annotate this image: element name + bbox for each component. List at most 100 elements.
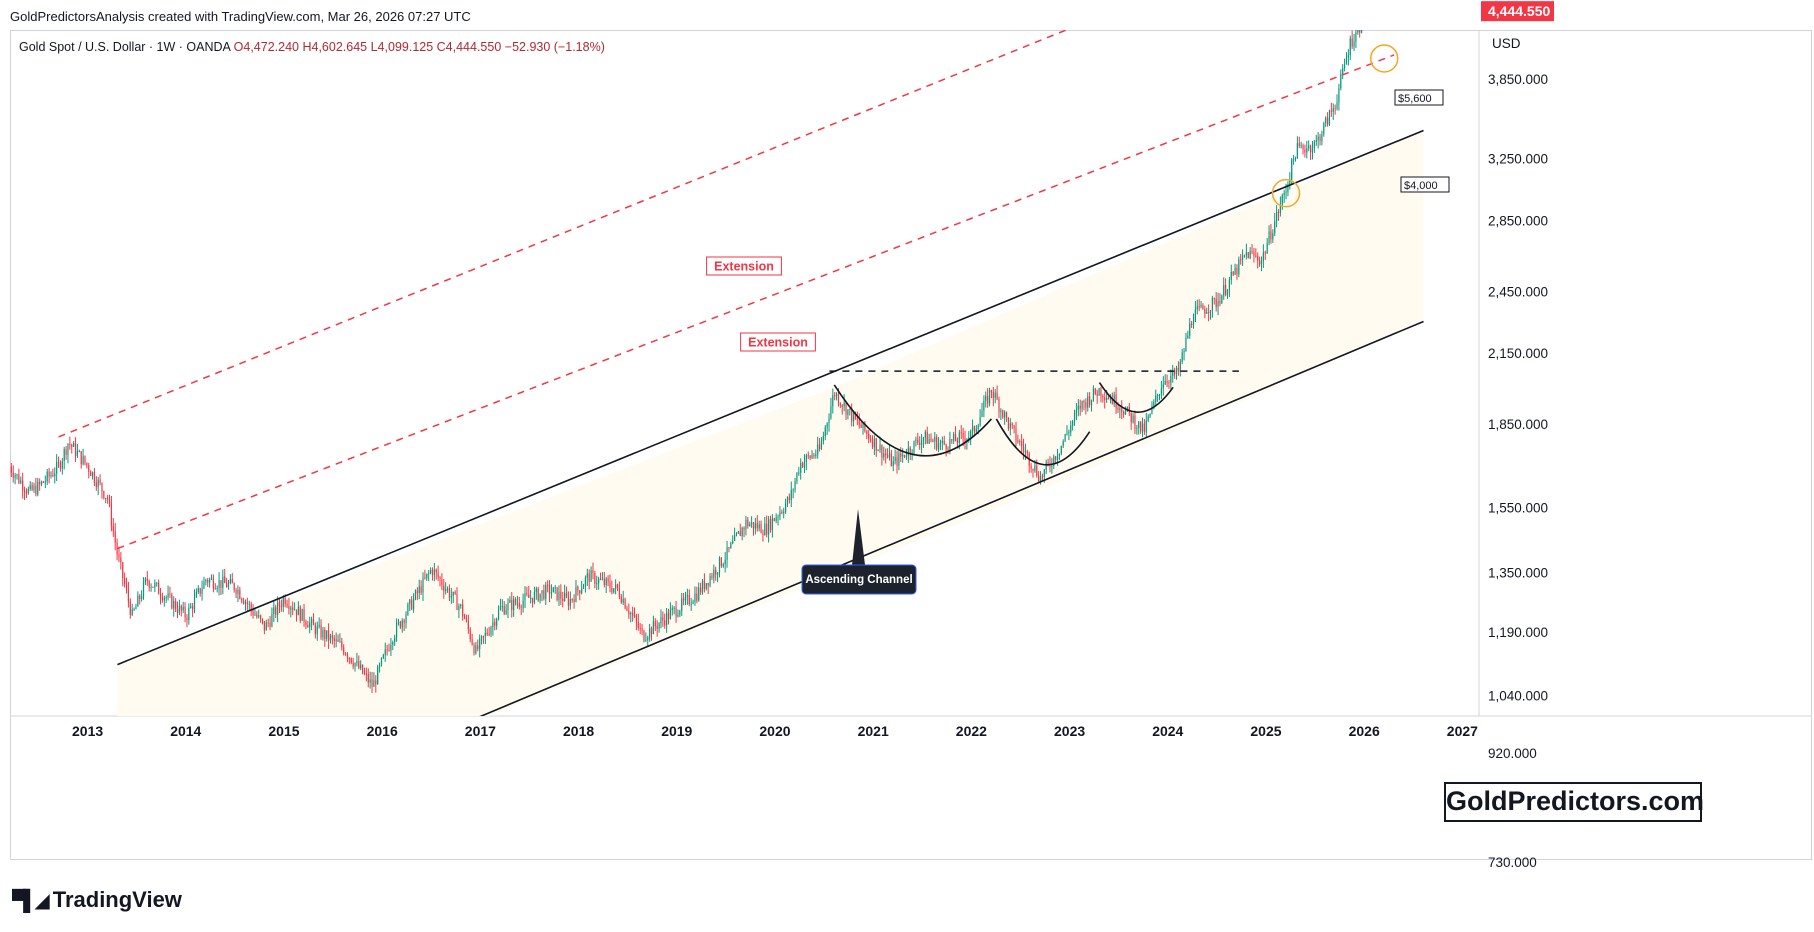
- candle-body: [1259, 260, 1261, 265]
- candle-body: [599, 578, 602, 580]
- breakout-circle: [1271, 178, 1301, 208]
- candle-body: [626, 608, 628, 611]
- candle-body: [794, 481, 796, 490]
- tradingview-logo[interactable]: ▀▌◢ TradingView: [12, 887, 182, 913]
- candle-body: [184, 606, 186, 618]
- symbol-info-line[interactable]: Gold Spot / U.S. Dollar · 1W · OANDA O4,…: [19, 40, 605, 54]
- candle-body: [428, 572, 430, 574]
- candle-body: [146, 578, 148, 581]
- candle-body: [252, 609, 254, 615]
- time-axis-tick-label: 2024: [1152, 723, 1183, 739]
- ohlc-high: H4,602.645: [302, 40, 368, 54]
- candle-body: [888, 453, 891, 458]
- time-axis-tick-label: 2023: [1054, 723, 1085, 739]
- candle-body: [1351, 38, 1353, 47]
- candle-body: [142, 582, 145, 597]
- candle-body: [280, 606, 282, 608]
- candle-body: [975, 428, 977, 432]
- candle-body: [1202, 305, 1204, 310]
- candle-body: [902, 454, 904, 457]
- candle-body: [1317, 136, 1319, 141]
- candle-body: [777, 516, 779, 518]
- candle-body: [492, 621, 494, 628]
- symbol-name[interactable]: Gold Spot / U.S. Dollar · 1W · OANDA: [19, 40, 231, 54]
- candle-body: [1102, 396, 1104, 398]
- candle-body: [74, 443, 77, 457]
- candle-body: [1147, 416, 1149, 421]
- candle-body: [414, 590, 417, 599]
- candle-body: [709, 576, 711, 586]
- candle-body: [1302, 145, 1304, 150]
- candle-body: [743, 527, 745, 530]
- cup-arc-left: [833, 384, 993, 457]
- candle-body: [790, 489, 792, 501]
- candle-body: [482, 636, 485, 638]
- candle-body: [1211, 298, 1213, 311]
- candle-body: [486, 632, 488, 635]
- candle-body: [1072, 420, 1074, 426]
- candle-body: [869, 438, 872, 441]
- candle-body: [490, 627, 492, 635]
- candle-body: [903, 454, 906, 457]
- candle-body: [588, 573, 590, 582]
- candle-body: [945, 444, 947, 450]
- candle-body: [154, 583, 156, 588]
- price-axis-tick-label: 1,850.000: [1488, 417, 1548, 432]
- candle-body: [513, 599, 515, 611]
- candle-body: [550, 592, 553, 594]
- candle-body: [820, 441, 823, 449]
- candle-body: [346, 654, 349, 659]
- time-axis-tick-label: 2017: [465, 723, 496, 739]
- candle-body: [1355, 32, 1357, 42]
- candle-body: [671, 608, 673, 611]
- candle-body: [42, 481, 45, 483]
- candle-body: [977, 425, 979, 429]
- candle-body: [378, 664, 381, 667]
- candle-body: [694, 593, 696, 603]
- candle-body: [1036, 465, 1038, 476]
- candle-body: [1039, 476, 1042, 482]
- candle-body: [726, 547, 728, 560]
- candle-body: [1047, 462, 1049, 464]
- candle-body: [1262, 252, 1264, 261]
- candle-body: [260, 615, 262, 619]
- candle-body: [1253, 252, 1255, 256]
- currency-label[interactable]: USD: [1492, 36, 1521, 51]
- candle-body: [1283, 192, 1285, 196]
- candle-body: [953, 433, 955, 441]
- candle-body: [231, 579, 233, 584]
- candle-body: [292, 607, 294, 610]
- time-axis-tick-label: 2015: [268, 723, 299, 739]
- candle-body: [1359, 30, 1361, 33]
- candle-body: [1294, 158, 1297, 160]
- candle-body: [745, 519, 747, 530]
- candle-body: [369, 679, 371, 683]
- candle-body: [463, 616, 466, 619]
- candle-body: [258, 615, 260, 617]
- currency-box[interactable]: [1486, 33, 1530, 53]
- candle-body: [1209, 310, 1212, 313]
- candle-body: [937, 443, 940, 450]
- candle-body: [110, 503, 113, 526]
- candle-body: [764, 523, 766, 535]
- candle-body: [524, 593, 526, 601]
- candle-body: [528, 594, 530, 598]
- candle-body: [193, 597, 196, 610]
- candle-body: [1249, 251, 1251, 259]
- candle-body: [1081, 400, 1083, 409]
- candle-body: [1240, 259, 1242, 261]
- candle-body: [607, 578, 609, 582]
- candle-body: [650, 628, 653, 635]
- candle-body: [197, 588, 199, 593]
- candle-body: [1130, 412, 1132, 423]
- candle-body: [475, 645, 477, 654]
- candle-body: [1306, 148, 1308, 153]
- candle-body: [1073, 413, 1076, 421]
- candle-body: [188, 607, 190, 621]
- candle-body: [473, 644, 475, 654]
- candle-body: [760, 524, 762, 534]
- candle-body: [1255, 255, 1257, 257]
- candle-body: [1313, 141, 1315, 149]
- candle-body: [59, 463, 62, 469]
